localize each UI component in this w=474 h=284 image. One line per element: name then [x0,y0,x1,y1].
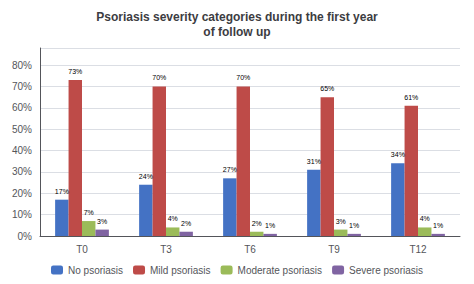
svg-text:T12: T12 [409,244,427,255]
svg-text:7%: 7% [84,209,94,216]
svg-text:70%: 70% [152,74,166,81]
svg-text:Psoriasis severity categories: Psoriasis severity categories during the… [96,10,378,24]
svg-text:80%: 80% [12,60,32,71]
svg-text:1%: 1% [265,222,275,229]
svg-text:4%: 4% [420,215,430,222]
svg-text:No psoriasis: No psoriasis [68,265,123,276]
svg-text:65%: 65% [320,85,334,92]
svg-text:3%: 3% [97,218,107,225]
svg-text:T3: T3 [160,244,172,255]
svg-text:0%: 0% [18,231,33,242]
svg-text:2%: 2% [181,220,191,227]
svg-text:2%: 2% [252,220,262,227]
svg-text:70%: 70% [12,81,32,92]
svg-text:of follow up: of follow up [203,25,270,39]
svg-text:4%: 4% [168,215,178,222]
svg-text:34%: 34% [391,151,405,158]
svg-text:24%: 24% [139,173,153,180]
svg-text:40%: 40% [12,145,32,156]
svg-text:17%: 17% [55,188,69,195]
svg-text:T6: T6 [244,244,256,255]
svg-text:3%: 3% [336,218,346,225]
svg-text:Severe psoriasis: Severe psoriasis [349,265,423,276]
svg-text:T0: T0 [76,244,88,255]
svg-text:T9: T9 [328,244,340,255]
svg-text:30%: 30% [12,166,32,177]
svg-text:60%: 60% [12,102,32,113]
svg-text:1%: 1% [433,222,443,229]
svg-text:73%: 73% [68,68,82,75]
svg-text:1%: 1% [349,222,359,229]
svg-text:31%: 31% [307,158,321,165]
svg-text:61%: 61% [404,94,418,101]
svg-text:50%: 50% [12,124,32,135]
svg-text:70%: 70% [236,74,250,81]
svg-text:Moderate psoriasis: Moderate psoriasis [238,265,322,276]
svg-text:27%: 27% [223,166,237,173]
svg-text:20%: 20% [12,188,32,199]
svg-text:Mild psoriasis: Mild psoriasis [150,265,211,276]
svg-text:10%: 10% [12,209,32,220]
